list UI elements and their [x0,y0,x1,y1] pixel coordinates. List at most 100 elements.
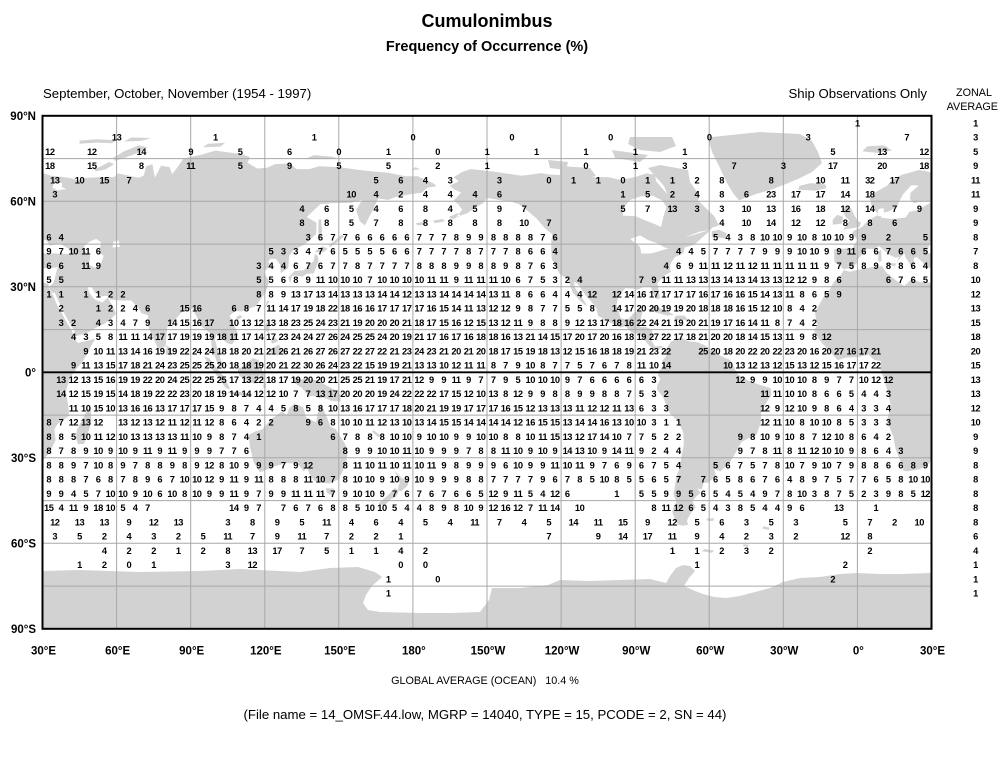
svg-text:14: 14 [476,418,487,428]
svg-text:9: 9 [973,446,978,456]
svg-text:10: 10 [525,432,535,442]
svg-text:6: 6 [553,475,558,485]
svg-text:12: 12 [760,418,770,428]
svg-text:7: 7 [725,247,730,257]
svg-text:8: 8 [540,361,545,371]
svg-text:8: 8 [540,318,545,328]
svg-text:8: 8 [973,460,978,470]
svg-text:7: 7 [590,361,595,371]
svg-text:4: 4 [676,460,682,470]
svg-text:4: 4 [750,489,756,499]
svg-text:15: 15 [476,318,486,328]
svg-text:14: 14 [118,389,129,399]
svg-text:22: 22 [661,332,671,342]
svg-text:18: 18 [279,318,289,328]
svg-text:5: 5 [306,403,311,413]
svg-text:21: 21 [143,361,153,371]
svg-text:13: 13 [476,304,486,314]
svg-text:13: 13 [735,361,745,371]
svg-text:4: 4 [861,389,867,399]
svg-text:18: 18 [612,318,622,328]
svg-text:16: 16 [735,318,745,328]
svg-text:21: 21 [254,346,264,356]
svg-text:14: 14 [569,517,580,527]
svg-text:8: 8 [800,289,805,299]
svg-text:7: 7 [750,446,755,456]
svg-text:9: 9 [194,446,199,456]
svg-text:6: 6 [380,232,385,242]
svg-text:18: 18 [217,346,227,356]
svg-text:8: 8 [398,218,403,228]
svg-text:7: 7 [904,133,909,143]
svg-text:10: 10 [402,432,412,442]
svg-text:9: 9 [676,489,681,499]
svg-text:17: 17 [427,318,437,328]
svg-text:8: 8 [454,503,459,513]
svg-text:11: 11 [711,261,720,271]
svg-text:2: 2 [435,161,440,171]
svg-text:7: 7 [466,446,471,456]
svg-text:20: 20 [735,346,745,356]
svg-text:15: 15 [748,304,758,314]
svg-text:7: 7 [219,446,224,456]
svg-text:19: 19 [192,332,202,342]
svg-text:6: 6 [497,190,502,200]
svg-text:1: 1 [534,147,539,157]
svg-text:4: 4 [374,204,380,214]
svg-text:9: 9 [874,261,879,271]
svg-text:11: 11 [612,403,621,413]
svg-text:4: 4 [120,318,126,328]
svg-text:0: 0 [398,560,403,570]
svg-text:10: 10 [377,275,387,285]
svg-text:14: 14 [488,418,499,428]
svg-text:13: 13 [414,289,424,299]
svg-text:4: 4 [398,517,404,527]
svg-text:13: 13 [587,318,597,328]
svg-text:17: 17 [167,403,177,413]
svg-text:9: 9 [207,446,212,456]
svg-text:7: 7 [800,460,805,470]
svg-text:3: 3 [769,532,774,542]
svg-text:1: 1 [633,161,638,171]
svg-text:9: 9 [71,361,76,371]
svg-text:4: 4 [787,475,793,485]
svg-text:18: 18 [612,346,622,356]
svg-text:7: 7 [701,475,706,485]
svg-text:13: 13 [711,275,721,285]
svg-text:1: 1 [973,574,978,584]
svg-text:13: 13 [112,133,122,143]
svg-text:15: 15 [106,389,116,399]
svg-text:13: 13 [248,546,258,556]
svg-text:GLOBAL AVERAGE (OCEAN) 10.4: GLOBAL AVERAGE (OCEAN) 10.4 % [391,675,579,687]
svg-text:9: 9 [466,375,471,385]
svg-text:13: 13 [118,403,128,413]
svg-text:8: 8 [46,446,51,456]
svg-text:12: 12 [93,418,103,428]
svg-text:15: 15 [365,361,375,371]
svg-text:10: 10 [81,403,91,413]
svg-text:13: 13 [971,375,981,385]
svg-text:20: 20 [155,375,165,385]
svg-text:14: 14 [538,332,549,342]
svg-text:7: 7 [546,218,551,228]
svg-text:3: 3 [108,318,113,328]
svg-text:12: 12 [822,432,832,442]
svg-text:25: 25 [204,361,214,371]
svg-text:3: 3 [256,261,261,271]
svg-text:8: 8 [812,332,817,342]
svg-text:0: 0 [583,161,588,171]
svg-text:23: 23 [649,346,659,356]
svg-text:23: 23 [340,361,350,371]
svg-text:1: 1 [485,147,490,157]
svg-text:8: 8 [429,503,434,513]
svg-text:7: 7 [417,489,422,499]
svg-text:4: 4 [719,532,725,542]
svg-text:12: 12 [180,418,190,428]
svg-text:16: 16 [130,403,140,413]
svg-text:7: 7 [522,204,527,214]
svg-text:11: 11 [513,318,522,328]
svg-text:16: 16 [353,304,363,314]
svg-text:12: 12 [155,418,165,428]
svg-text:6: 6 [516,275,521,285]
svg-text:8: 8 [800,418,805,428]
